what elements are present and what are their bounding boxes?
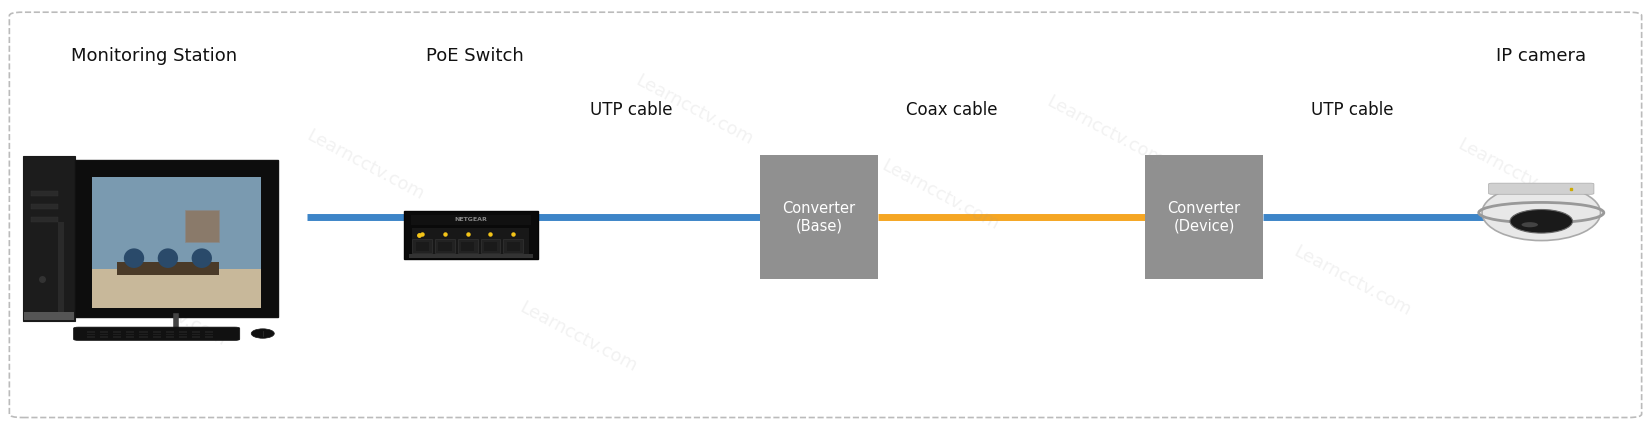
FancyBboxPatch shape (117, 262, 218, 275)
FancyBboxPatch shape (178, 331, 187, 333)
FancyBboxPatch shape (112, 336, 121, 338)
FancyBboxPatch shape (99, 331, 107, 333)
FancyBboxPatch shape (125, 331, 134, 333)
FancyBboxPatch shape (484, 242, 497, 251)
FancyBboxPatch shape (125, 334, 134, 335)
FancyBboxPatch shape (436, 239, 456, 253)
FancyBboxPatch shape (759, 155, 878, 279)
FancyBboxPatch shape (152, 334, 160, 335)
FancyBboxPatch shape (480, 239, 500, 253)
FancyBboxPatch shape (413, 239, 433, 253)
FancyBboxPatch shape (409, 254, 533, 258)
FancyBboxPatch shape (25, 312, 74, 320)
FancyBboxPatch shape (1489, 183, 1593, 194)
Text: Learncctv.com: Learncctv.com (878, 157, 1002, 234)
FancyBboxPatch shape (205, 334, 213, 335)
Text: PoE Switch: PoE Switch (426, 47, 523, 66)
FancyBboxPatch shape (92, 269, 261, 308)
FancyBboxPatch shape (152, 331, 160, 333)
FancyBboxPatch shape (88, 334, 94, 335)
Text: Learncctv.com: Learncctv.com (1043, 93, 1167, 170)
Text: UTP cable: UTP cable (589, 101, 672, 119)
FancyBboxPatch shape (507, 242, 520, 251)
FancyBboxPatch shape (92, 177, 261, 308)
FancyBboxPatch shape (31, 204, 58, 209)
FancyBboxPatch shape (192, 331, 200, 333)
Text: Monitoring Station: Monitoring Station (71, 47, 238, 66)
Text: NETGEAR: NETGEAR (454, 217, 487, 221)
Ellipse shape (192, 248, 211, 268)
FancyBboxPatch shape (99, 334, 107, 335)
FancyBboxPatch shape (404, 211, 538, 259)
Ellipse shape (1511, 210, 1572, 233)
FancyBboxPatch shape (88, 336, 94, 338)
FancyBboxPatch shape (99, 336, 107, 338)
FancyBboxPatch shape (205, 331, 213, 333)
Text: Learncctv.com: Learncctv.com (517, 299, 641, 375)
Ellipse shape (1522, 222, 1539, 227)
FancyBboxPatch shape (112, 331, 121, 333)
FancyBboxPatch shape (139, 334, 147, 335)
Ellipse shape (124, 248, 144, 268)
FancyBboxPatch shape (31, 217, 58, 222)
Text: Learncctv.com: Learncctv.com (302, 127, 426, 204)
FancyBboxPatch shape (165, 331, 173, 333)
Text: Converter
(Base): Converter (Base) (783, 201, 855, 233)
FancyBboxPatch shape (185, 210, 218, 243)
Text: Learncctv.com: Learncctv.com (1455, 135, 1578, 213)
FancyBboxPatch shape (165, 334, 173, 335)
FancyBboxPatch shape (88, 331, 94, 333)
Text: Learncctv.com: Learncctv.com (106, 273, 229, 350)
FancyBboxPatch shape (139, 331, 147, 333)
FancyBboxPatch shape (139, 336, 147, 338)
Text: UTP cable: UTP cable (1311, 101, 1393, 119)
FancyBboxPatch shape (178, 336, 187, 338)
FancyBboxPatch shape (165, 336, 173, 338)
FancyBboxPatch shape (1144, 155, 1263, 279)
FancyBboxPatch shape (23, 156, 76, 321)
FancyBboxPatch shape (76, 160, 277, 317)
FancyBboxPatch shape (413, 228, 530, 254)
FancyBboxPatch shape (411, 215, 532, 225)
FancyBboxPatch shape (125, 336, 134, 338)
Text: Coax cable: Coax cable (906, 101, 997, 119)
Ellipse shape (158, 248, 178, 268)
FancyBboxPatch shape (416, 242, 429, 251)
FancyBboxPatch shape (58, 222, 64, 312)
FancyBboxPatch shape (74, 327, 239, 340)
FancyBboxPatch shape (461, 242, 474, 251)
FancyBboxPatch shape (178, 334, 187, 335)
Text: Converter
(Device): Converter (Device) (1167, 201, 1240, 233)
Text: IP camera: IP camera (1496, 47, 1587, 66)
Text: Learncctv.com: Learncctv.com (1289, 243, 1413, 320)
Ellipse shape (251, 329, 274, 338)
FancyBboxPatch shape (192, 336, 200, 338)
FancyBboxPatch shape (112, 334, 121, 335)
FancyBboxPatch shape (457, 239, 477, 253)
Text: Learncctv.com: Learncctv.com (632, 71, 756, 148)
FancyBboxPatch shape (504, 239, 523, 253)
FancyBboxPatch shape (439, 242, 452, 251)
FancyBboxPatch shape (152, 336, 160, 338)
FancyBboxPatch shape (10, 12, 1641, 418)
FancyBboxPatch shape (92, 177, 261, 308)
FancyBboxPatch shape (205, 336, 213, 338)
FancyBboxPatch shape (192, 334, 200, 335)
FancyBboxPatch shape (31, 191, 58, 197)
Ellipse shape (1483, 185, 1600, 240)
